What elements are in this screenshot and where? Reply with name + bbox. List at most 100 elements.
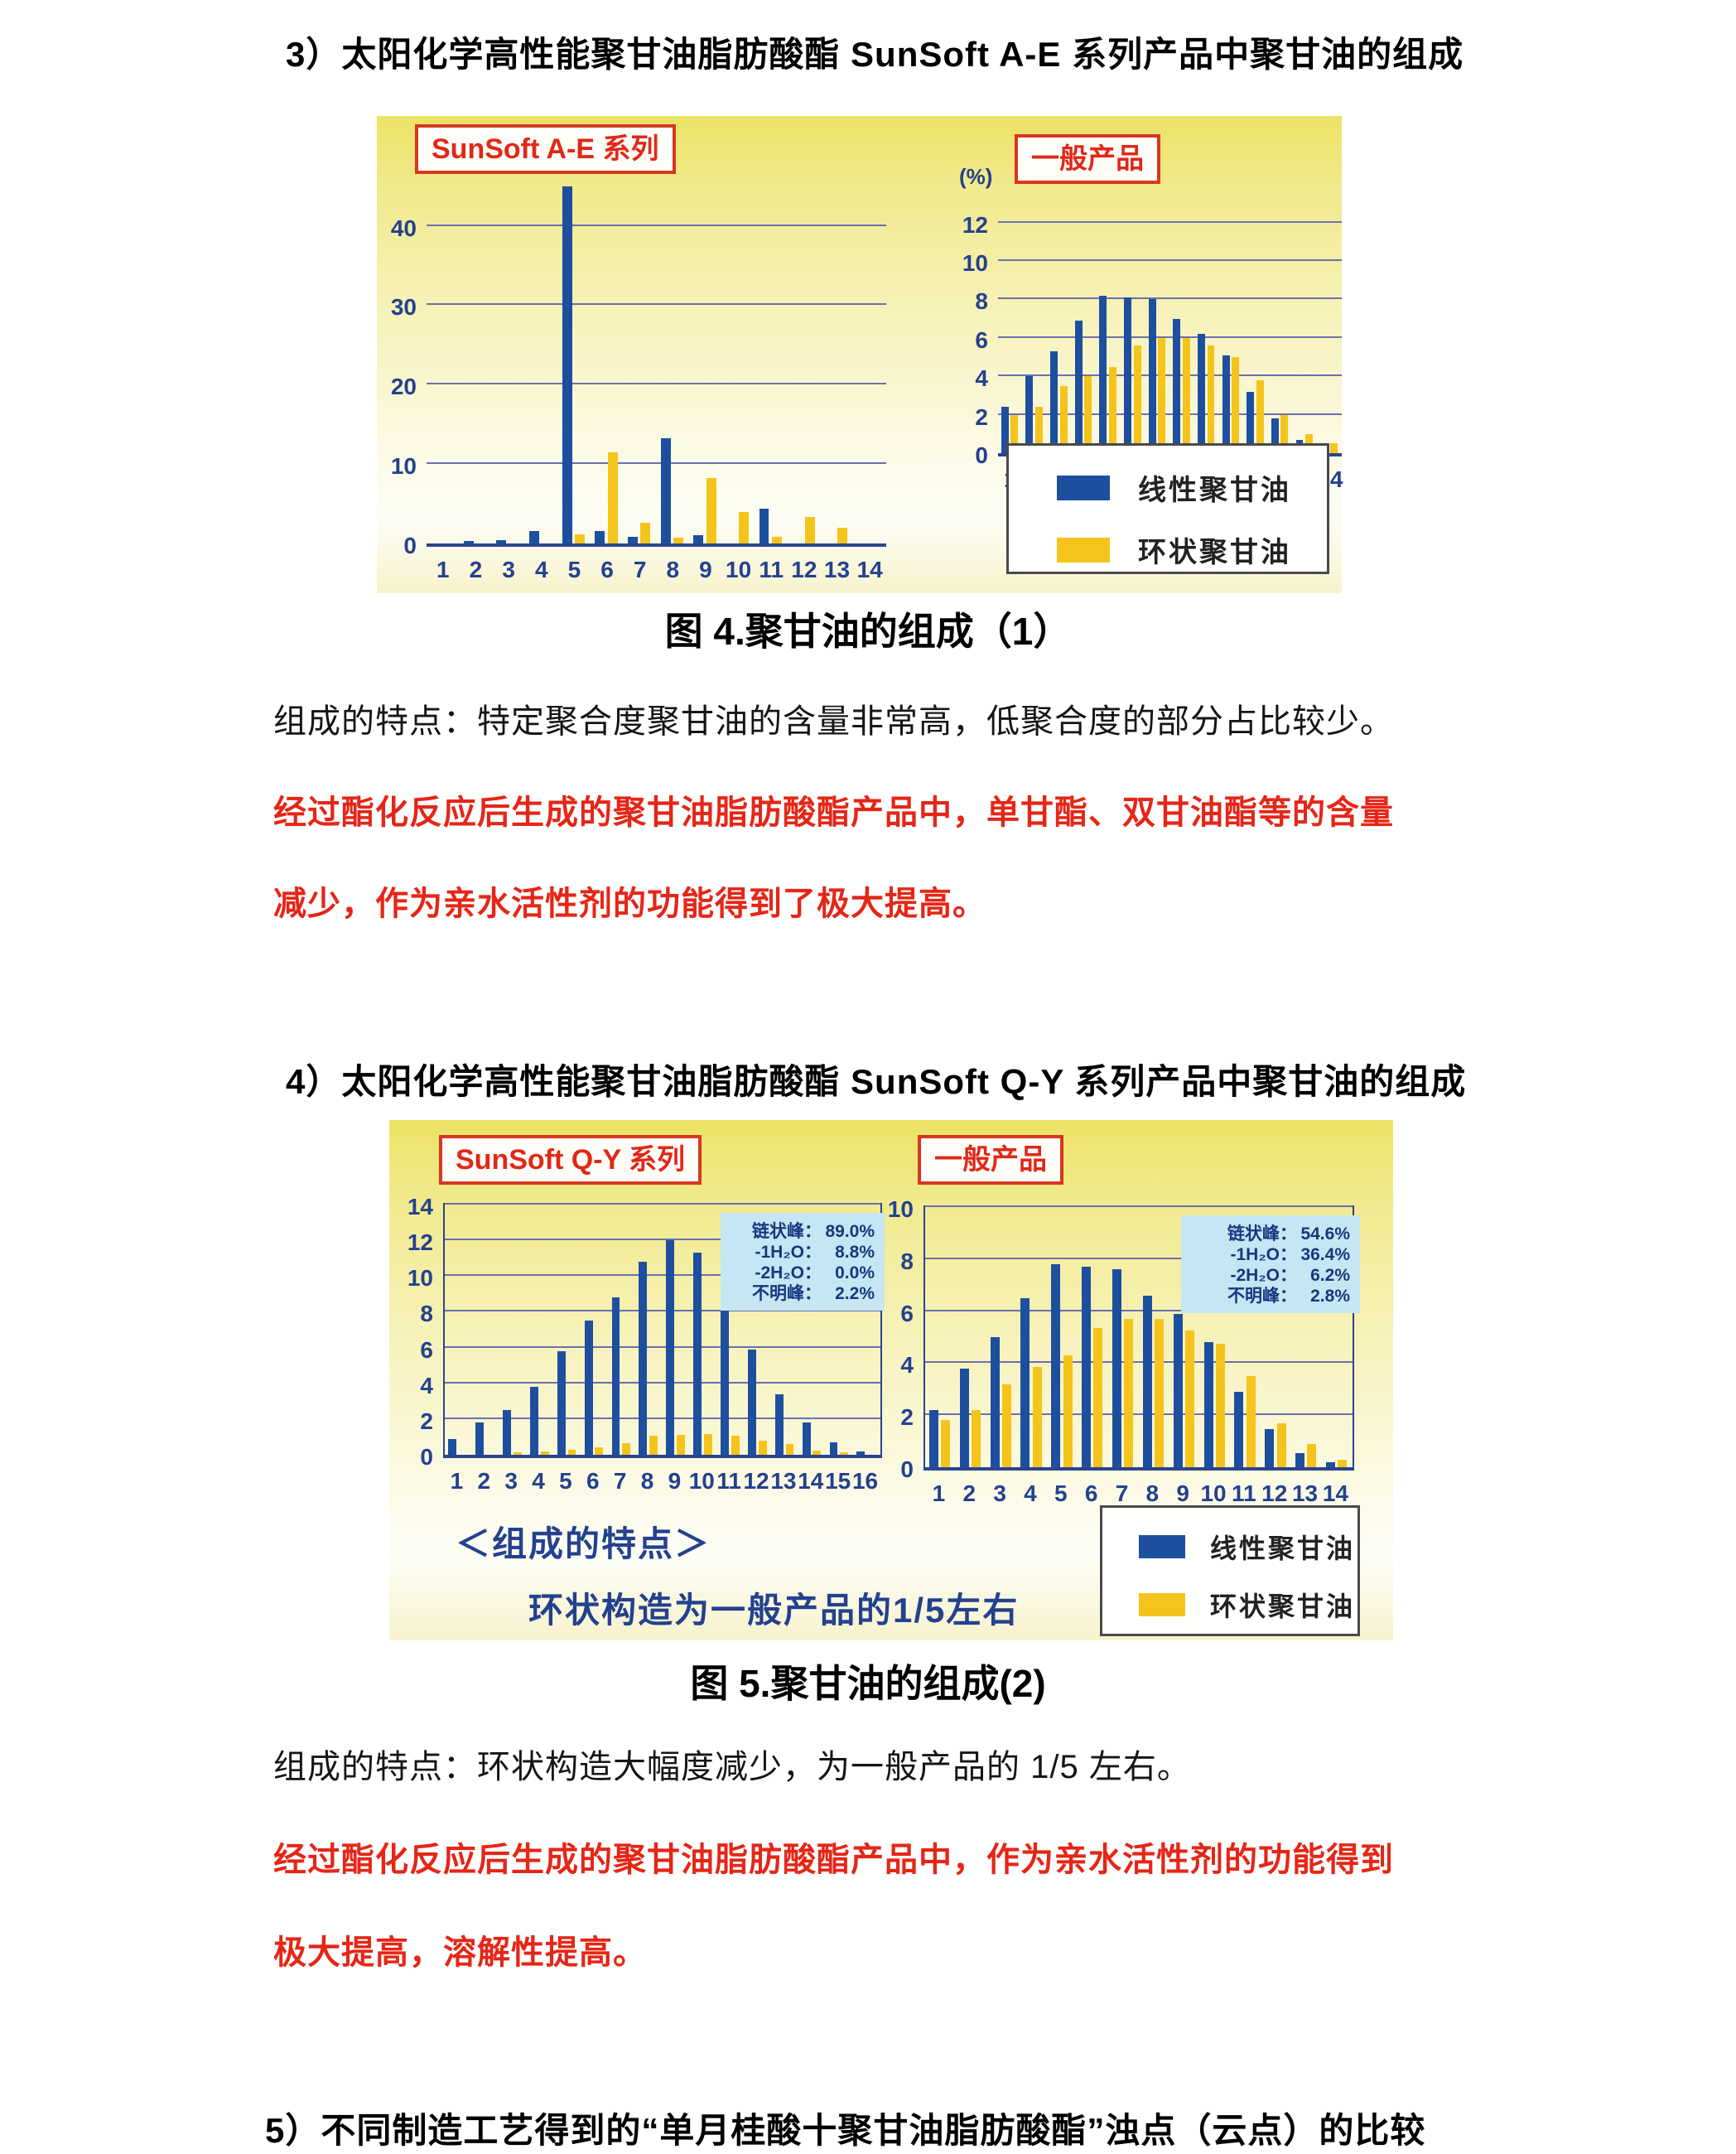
bar-linear-6 — [584, 1321, 593, 1455]
bar-linear-8 — [1173, 318, 1181, 453]
legend-swatch-linear — [1057, 475, 1110, 500]
bar-linear-9 — [693, 535, 704, 543]
x-tick-label: 12 — [743, 1468, 769, 1494]
bar-linear-15 — [829, 1442, 838, 1455]
x-tick-label: 8 — [1145, 1480, 1160, 1506]
bar-linear-4 — [1074, 320, 1083, 453]
bar-cyclic-15 — [840, 1451, 849, 1455]
legend-label-linear: 线性聚甘油 — [1138, 475, 1291, 506]
bar-cyclic-9 — [706, 478, 716, 543]
y-axis-labels: 0 2 4 6 8 10 12 — [952, 207, 998, 468]
bar-linear-10 — [1222, 355, 1230, 453]
bar-cyclic-13 — [1307, 1443, 1317, 1467]
peak-stat-label: 链状峰： — [1227, 1224, 1297, 1244]
x-tick-label: 3 — [993, 1480, 1006, 1506]
bar-linear-5 — [1099, 295, 1107, 453]
plot-area — [443, 1203, 882, 1458]
x-tick-label: 6 — [600, 557, 614, 582]
y-tick-label: 14 — [407, 1194, 433, 1219]
x-tick-label: 10 — [688, 1468, 715, 1494]
y-tick-label: 2 — [420, 1408, 433, 1434]
bar-linear-13 — [1295, 1452, 1305, 1467]
bar-linear-7 — [1112, 1269, 1121, 1467]
peak-stat-value: 2.8% — [1310, 1287, 1350, 1306]
bar-linear-3 — [1050, 351, 1058, 453]
peak-stat-row: 链状峰： 89.0% — [727, 1221, 875, 1242]
peak-stat-row: -2H₂O： 0.0% — [727, 1263, 875, 1283]
bar-linear-11 — [1234, 1391, 1244, 1467]
bar-linear-9 — [1197, 334, 1205, 453]
y-tick-label: 4 — [420, 1372, 433, 1398]
x-tick-label: 11 — [759, 557, 784, 582]
bar-cyclic-5 — [1063, 1355, 1073, 1467]
gridline — [925, 1413, 1353, 1416]
x-tick-label: 1 — [932, 1480, 946, 1506]
peak-stat-label: 不明峰： — [752, 1284, 822, 1303]
bar-cyclic-3 — [1059, 385, 1068, 453]
x-tick-label: 7 — [633, 557, 647, 582]
x-tick-label: 5 — [567, 557, 581, 582]
bar-linear-12 — [747, 1349, 756, 1455]
peak-stat-value: 8.8% — [835, 1243, 875, 1262]
bar-cyclic-5 — [567, 1449, 576, 1455]
bar-linear-7 — [611, 1297, 620, 1455]
chart-title-box-sunsoft-qy: SunSoft Q-Y 系列 — [439, 1135, 702, 1185]
peak-stat-label: -2H₂O： — [1230, 1266, 1297, 1285]
bar-cyclic-3 — [513, 1451, 522, 1455]
bar-linear-12 — [1265, 1429, 1275, 1467]
y-tick-label: 0 — [975, 442, 988, 468]
gridline — [445, 1239, 880, 1241]
legend-label-cyclic: 环状聚甘油 — [1138, 537, 1291, 568]
bar-cyclic-8 — [1155, 1319, 1165, 1467]
x-tick-label: 2 — [469, 557, 483, 582]
x-tick-label: 8 — [666, 557, 680, 582]
bar-linear-9 — [1173, 1313, 1183, 1467]
paragraph-red-1-line-1: 经过酯化反应后生成的聚甘油脂肪酸酯产品中，单甘酯、双甘油酯等的含量 — [273, 794, 1394, 831]
y-tick-label: 0 — [403, 533, 417, 558]
x-tick-label: 9 — [668, 1468, 682, 1494]
peak-stat-value: 6.2% — [1310, 1266, 1350, 1285]
peak-stat-value: 89.0% — [825, 1222, 875, 1241]
x-tick-label: 15 — [825, 1468, 851, 1494]
paragraph-red-2-line-1: 经过酯化反应后生成的聚甘油脂肪酸酯产品中，作为亲水活性剂的功能得到 — [273, 1842, 1394, 1878]
plot-area — [923, 1205, 1354, 1471]
x-tick-label: 7 — [1115, 1480, 1129, 1506]
paragraph-features-2: 组成的特点：环状构造大幅度减少，为一般产品的 1/5 左右。 — [273, 1749, 1191, 1785]
x-tick-label: 10 — [726, 557, 752, 582]
bar-cyclic-12 — [1280, 414, 1289, 453]
peak-stat-label: -1H₂O： — [755, 1243, 822, 1262]
gridline — [427, 224, 886, 226]
peak-stats-box-qy: 链状峰： 89.0% -1H₂O： 8.8% -2H₂O： 0.0% 不明峰： 2.2% — [721, 1213, 885, 1311]
bar-cyclic-12 — [758, 1440, 767, 1455]
x-tick-label: 13 — [770, 1468, 797, 1494]
x-tick-label: 14 — [856, 557, 883, 582]
x-tick-label: 5 — [559, 1468, 572, 1494]
y-tick-label: 12 — [962, 211, 988, 238]
peak-stat-label: -2H₂O： — [755, 1263, 822, 1282]
y-tick-label: 10 — [887, 1196, 914, 1222]
bar-cyclic-12 — [804, 517, 815, 543]
y-tick-label: 6 — [900, 1300, 914, 1326]
bar-linear-5 — [1051, 1264, 1061, 1467]
bar-cyclic-4 — [1032, 1367, 1042, 1467]
bar-linear-10 — [1203, 1342, 1213, 1467]
x-tick-label: 13 — [823, 557, 851, 582]
legend-fig4: 线性聚甘油 环状聚甘油 — [1006, 443, 1329, 574]
legend-row-linear: 线性聚甘油 — [1057, 467, 1327, 508]
y-axis-labels: 0 2 4 6 8 10 — [886, 1196, 923, 1482]
bar-cyclic-8 — [1182, 337, 1190, 453]
x-tick-label: 2 — [477, 1468, 491, 1494]
bar-cyclic-6 — [607, 452, 618, 543]
bar-cyclic-9 — [1185, 1331, 1195, 1467]
x-tick-label: 14 — [798, 1468, 824, 1494]
gridline — [998, 297, 1342, 300]
x-tick-label: 6 — [586, 1468, 600, 1494]
chart-title-box-general-1: 一般产品 — [1015, 134, 1160, 184]
bar-cyclic-1 — [1010, 414, 1019, 453]
x-tick-label: 2 — [962, 1480, 976, 1506]
y-axis-unit: (%) — [959, 164, 993, 189]
peak-stat-row: -1H₂O： 8.8% — [727, 1242, 875, 1263]
bar-linear-14 — [802, 1422, 811, 1455]
